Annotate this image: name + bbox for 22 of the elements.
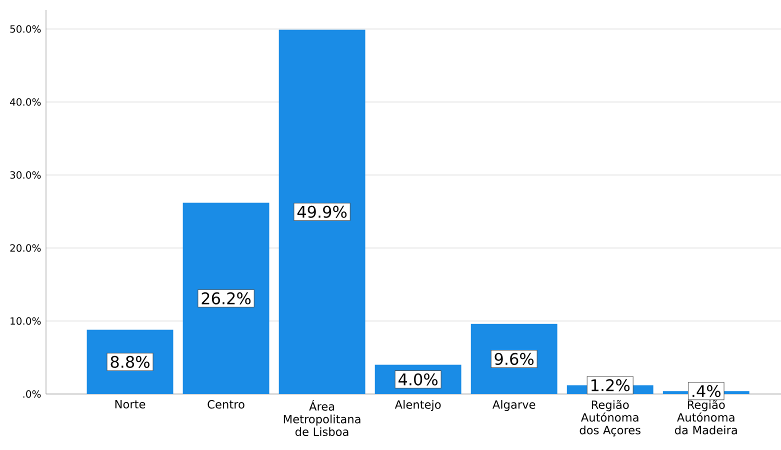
y-tick-label: 40.0% [10,98,41,106]
x-tick-label: Centro [208,400,244,409]
data-label: 1.2% [592,379,630,392]
data-label: 8.8% [110,356,150,368]
x-tick-label: Região Autónoma dos Açores [580,400,640,436]
bar [182,202,270,394]
data-label: 9.6% [494,352,534,366]
x-tick-label: Norte [115,400,146,408]
data-label: .4% [692,385,720,398]
x-tick-label: Região Autónoma da Madeira [674,400,737,434]
y-tick-label: 30.0% [10,171,41,179]
y-tick-label: 20.0% [10,244,41,252]
x-tick-label: Alentejo [394,400,441,412]
x-tick-label: Algarve [492,400,536,412]
x-tick-label: Área Metropolitana de Lisboa [284,400,360,436]
y-tick-label: .0% [23,390,41,398]
y-tick-label: 10.0% [10,317,41,325]
y-tick-label: 50.0% [10,25,41,33]
bar [278,30,366,394]
data-label: 26.2% [202,292,251,304]
data-label: 4.0% [398,373,438,386]
data-label: 49.9% [297,206,347,218]
